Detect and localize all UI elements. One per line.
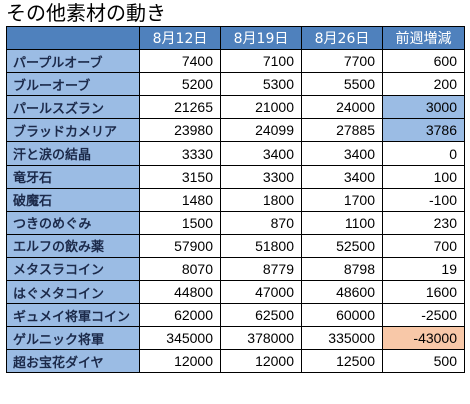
price-week-2: 62500: [220, 303, 302, 328]
price-week-3: 8798: [301, 256, 383, 282]
item-name: メタスラコイン: [6, 256, 140, 282]
item-name: はぐメタコイン: [6, 280, 140, 305]
price-week-1: 21265: [139, 95, 221, 120]
item-name: ブラッドカメリア: [6, 118, 140, 143]
price-week-1: 7400: [139, 49, 221, 74]
weekly-change: 3786: [382, 118, 465, 143]
weekly-change: -100: [382, 187, 465, 212]
item-name: パープルオーブ: [6, 49, 140, 74]
price-week-2: 5300: [220, 72, 302, 97]
table-row: パールスズラン 21265 21000 24000 3000: [6, 95, 465, 120]
item-name: パールスズラン: [6, 95, 140, 120]
table-row: メタスラコイン 8070 8779 8798 19: [6, 256, 465, 282]
price-week-2: 12000: [220, 349, 302, 374]
price-week-1: 57900: [139, 233, 221, 258]
price-week-1: 8070: [139, 256, 221, 282]
weekly-change: 500: [382, 349, 465, 374]
price-week-1: 3150: [139, 164, 221, 189]
price-week-3: 24000: [301, 95, 383, 120]
price-week-2: 7100: [220, 49, 302, 74]
price-week-3: 7700: [301, 49, 383, 74]
price-week-1: 1480: [139, 187, 221, 212]
table-row: エルフの飲み薬 57900 51800 52500 700: [6, 233, 465, 258]
price-week-1: 1500: [139, 210, 221, 235]
price-week-1: 5200: [139, 72, 221, 97]
header-weekly-change: 前週増減: [382, 25, 465, 51]
price-week-1: 23980: [139, 118, 221, 143]
price-week-2: 3400: [220, 141, 302, 166]
price-week-1: 3330: [139, 141, 221, 166]
header-date-2: 8月19日: [220, 25, 302, 51]
weekly-change: 1600: [382, 280, 465, 305]
item-name: エルフの飲み薬: [6, 233, 140, 258]
price-week-3: 335000: [301, 326, 383, 351]
price-week-2: 51800: [220, 233, 302, 258]
price-week-2: 47000: [220, 280, 302, 305]
price-week-1: 12000: [139, 349, 221, 374]
page-title: その他素材の動き: [6, 1, 166, 25]
price-week-3: 12500: [301, 349, 383, 374]
table-row: 竜牙石 3150 3300 3400 100: [6, 164, 465, 189]
header-corner: [6, 25, 140, 51]
price-week-3: 1100: [301, 210, 383, 235]
price-week-2: 1800: [220, 187, 302, 212]
price-week-3: 3400: [301, 141, 383, 166]
price-week-1: 345000: [139, 326, 221, 351]
weekly-change: 3000: [382, 95, 465, 120]
price-week-3: 52500: [301, 233, 383, 258]
weekly-change: 19: [382, 256, 465, 282]
price-week-3: 48600: [301, 280, 383, 305]
price-week-2: 870: [220, 210, 302, 235]
item-name: 汗と涙の結晶: [6, 141, 140, 166]
item-name: ゲルニック将軍: [6, 326, 140, 351]
table-row: ブラッドカメリア 23980 24099 27885 3786: [6, 118, 465, 143]
weekly-change: -2500: [382, 303, 465, 328]
weekly-change: 600: [382, 49, 465, 74]
price-week-3: 1700: [301, 187, 383, 212]
price-week-2: 8779: [220, 256, 302, 282]
item-name: 竜牙石: [6, 164, 140, 189]
price-week-1: 44800: [139, 280, 221, 305]
item-name: 破魔石: [6, 187, 140, 212]
table-row: ギュメイ将軍コイン 62000 62500 60000 -2500: [6, 303, 465, 328]
weekly-change: 0: [382, 141, 465, 166]
table-row: ゲルニック将軍 345000 378000 335000 -43000: [6, 326, 465, 351]
item-name: ギュメイ将軍コイン: [6, 303, 140, 328]
header-date-1: 8月12日: [139, 25, 221, 51]
table-row: はぐメタコイン 44800 47000 48600 1600: [6, 280, 465, 305]
weekly-change: 230: [382, 210, 465, 235]
table-row: 超お宝花ダイヤ 12000 12000 12500 500: [6, 349, 465, 374]
price-week-3: 27885: [301, 118, 383, 143]
table-row: 破魔石 1480 1800 1700 -100: [6, 187, 465, 212]
price-week-2: 21000: [220, 95, 302, 120]
price-week-2: 24099: [220, 118, 302, 143]
weekly-change: 200: [382, 72, 465, 97]
weekly-change: 100: [382, 164, 465, 189]
price-week-2: 3300: [220, 164, 302, 189]
price-week-3: 5500: [301, 72, 383, 97]
price-week-2: 378000: [220, 326, 302, 351]
table-header-row: 8月12日 8月19日 8月26日 前週増減: [6, 25, 465, 51]
table-row: 汗と涙の結晶 3330 3400 3400 0: [6, 141, 465, 166]
table-row: ブルーオーブ 5200 5300 5500 200: [6, 72, 465, 97]
header-date-3: 8月26日: [301, 25, 383, 51]
price-week-3: 3400: [301, 164, 383, 189]
weekly-change: 700: [382, 233, 465, 258]
table-row: パープルオーブ 7400 7100 7700 600: [6, 49, 465, 74]
table-row: つきのめぐみ 1500 870 1100 230: [6, 210, 465, 235]
price-week-1: 62000: [139, 303, 221, 328]
price-week-3: 60000: [301, 303, 383, 328]
item-name: ブルーオーブ: [6, 72, 140, 97]
weekly-change: -43000: [382, 326, 465, 351]
material-price-table: 8月12日 8月19日 8月26日 前週増減 パープルオーブ 7400 7100 77…: [6, 25, 465, 374]
item-name: 超お宝花ダイヤ: [6, 349, 140, 374]
item-name: つきのめぐみ: [6, 210, 140, 235]
